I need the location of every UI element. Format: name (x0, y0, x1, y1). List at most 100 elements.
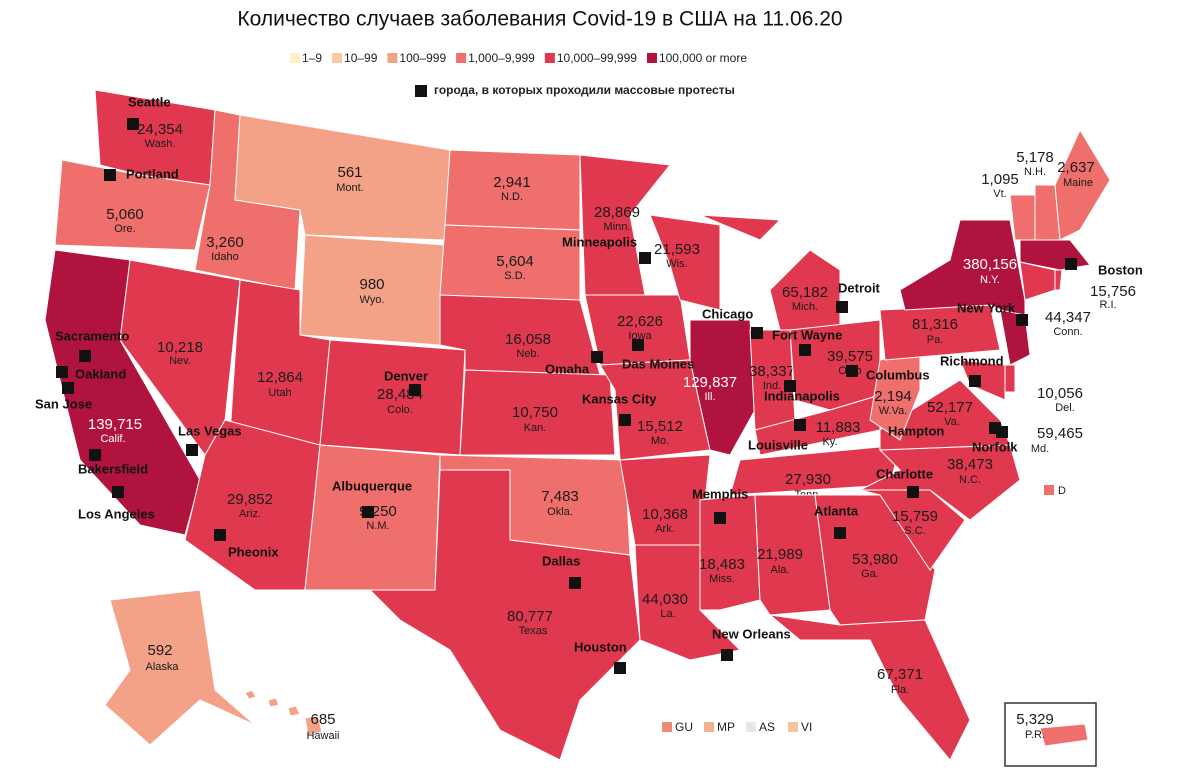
legend-swatch (456, 53, 467, 63)
state-abbr: Conn. (1053, 326, 1082, 338)
state-shape (859, 444, 1021, 521)
city-marker (846, 365, 858, 377)
city-label: Albuquerque (332, 478, 412, 493)
city-marker (996, 426, 1008, 438)
state-shape (754, 494, 831, 616)
state-abbr: Mass. (1093, 250, 1122, 262)
state-abbr: Wyo. (360, 294, 385, 306)
city-label: San Jose (35, 396, 92, 411)
state-shape (1009, 194, 1036, 241)
case-count: 139,715 (88, 416, 142, 433)
territory-label: AS (759, 720, 775, 734)
state-abbr: Iowa (628, 330, 652, 342)
city-marker (79, 350, 91, 362)
legend-swatch (387, 53, 398, 63)
case-count: 65,182 (782, 284, 828, 301)
case-count: 44,347 (1045, 309, 1091, 326)
state-abbr: Ky. (822, 436, 837, 448)
state-abbr: Colo. (387, 404, 413, 416)
state-abbr: Kan. (524, 422, 547, 434)
state-shape (769, 249, 841, 331)
state-shape (244, 689, 257, 700)
state-abbr: Ala. (771, 564, 790, 576)
city-label: Indianapolis (764, 388, 840, 403)
case-count: 5,329 (1016, 711, 1054, 728)
case-count: 24,354 (137, 121, 183, 138)
protest-marker (415, 85, 427, 97)
state-shape (54, 159, 211, 251)
case-count: 53,980 (852, 551, 898, 568)
legend-swatch (544, 53, 555, 63)
state-shape (267, 697, 280, 708)
state-abbr: Del. (1055, 402, 1075, 414)
state-shape (768, 614, 971, 761)
case-count: 2,941 (493, 174, 531, 191)
state-abbr: Idaho (211, 251, 239, 263)
city-label: Charlotte (876, 466, 933, 481)
state-shape (959, 359, 1006, 401)
city-marker (409, 384, 421, 396)
city-marker (1016, 314, 1028, 326)
case-count: 39,575 (827, 348, 873, 365)
state-abbr: La. (660, 608, 675, 620)
case-count: 1,095 (981, 171, 1019, 188)
case-count: 3,260 (206, 234, 244, 251)
state-abbr: Ore. (114, 223, 135, 235)
state-shape (368, 469, 641, 761)
city-marker (186, 444, 198, 456)
state-shape (1054, 128, 1111, 241)
case-count: 5,604 (496, 253, 534, 270)
state-abbr: Alaska (145, 661, 179, 673)
city-marker (112, 486, 124, 498)
case-count: 561 (337, 164, 362, 181)
territory-swatch (746, 722, 756, 732)
city-label: Columbus (866, 367, 930, 382)
state-shape (104, 589, 256, 746)
case-count: 15,756 (1090, 283, 1136, 300)
territory-swatch (662, 722, 672, 732)
state-abbr: R.I. (1099, 299, 1116, 311)
legend-label: 1–9 (302, 51, 322, 65)
city-marker (969, 375, 981, 387)
case-count: 10,056 (1037, 385, 1083, 402)
state-shape (599, 359, 711, 461)
state-abbr: N.D. (501, 191, 523, 203)
case-count: 21,989 (757, 546, 803, 563)
city-marker (639, 252, 651, 264)
case-count: 685 (310, 711, 335, 728)
city-marker (632, 339, 644, 351)
city-marker (614, 662, 626, 674)
legend-swatch (290, 53, 300, 63)
case-count: 81,316 (912, 316, 958, 333)
state-abbr: N.H. (1024, 166, 1046, 178)
city-marker (569, 577, 581, 589)
case-count: 15,512 (637, 418, 683, 435)
city-marker (721, 649, 733, 661)
city-label: Portland (126, 166, 179, 181)
city-marker (834, 527, 846, 539)
territory-swatch (788, 722, 798, 732)
case-count: 980 (359, 276, 384, 293)
city-marker (619, 414, 631, 426)
state-abbr: Ind. (763, 380, 781, 392)
city-label: New Orleans (712, 626, 791, 641)
city-label: Atlanta (814, 503, 859, 518)
state-abbr: Nev. (169, 355, 191, 367)
city-marker (214, 529, 226, 541)
city-marker (907, 486, 919, 498)
case-count: 592 (147, 642, 172, 659)
case-count: 52,177 (927, 399, 973, 416)
city-marker (1065, 258, 1077, 270)
city-marker (89, 449, 101, 461)
state-abbr: N.M. (366, 520, 389, 532)
state-abbr: Ill. (705, 391, 716, 403)
legend-label: 100–999 (399, 51, 446, 65)
case-count: 129,837 (683, 374, 737, 391)
state-shape (1039, 723, 1089, 747)
city-label: Houston (574, 639, 627, 654)
city-marker (104, 169, 116, 181)
state-abbr: W.Va. (879, 405, 908, 417)
state-abbr: Miss. (709, 573, 735, 585)
state-abbr: Mich. (792, 301, 818, 313)
city-label: Hampton (888, 423, 944, 438)
